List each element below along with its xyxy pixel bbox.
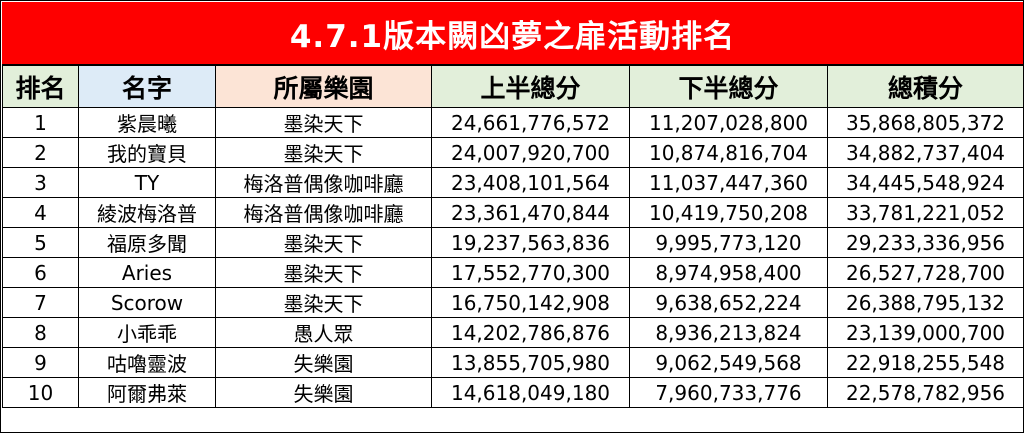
cell-second-half: 11,207,028,800 <box>629 107 828 138</box>
header-total: 總積分 <box>827 65 1024 108</box>
table-row: 9 咕嚕靈波 失樂園 13,855,705,980 9,062,549,568 … <box>2 347 1024 378</box>
cell-total: 22,578,782,956 <box>827 377 1024 408</box>
cell-second-half: 11,037,447,360 <box>629 167 828 198</box>
header-park: 所屬樂園 <box>215 65 432 108</box>
cell-park: 墨染天下 <box>215 287 432 318</box>
cell-park: 梅洛普偶像咖啡廳 <box>215 167 432 198</box>
cell-rank: 2 <box>2 137 79 168</box>
cell-first-half: 14,618,049,180 <box>431 377 630 408</box>
cell-first-half: 13,855,705,980 <box>431 347 630 378</box>
cell-second-half: 9,638,652,224 <box>629 287 828 318</box>
cell-total: 26,527,728,700 <box>827 257 1024 288</box>
cell-park: 墨染天下 <box>215 137 432 168</box>
cell-name: 小乖乖 <box>78 317 216 348</box>
cell-rank: 8 <box>2 317 79 348</box>
cell-park: 失樂園 <box>215 347 432 378</box>
cell-second-half: 9,062,549,568 <box>629 347 828 378</box>
table-row: 3 TY 梅洛普偶像咖啡廳 23,408,101,564 11,037,447,… <box>2 167 1024 198</box>
cell-rank: 3 <box>2 167 79 198</box>
cell-first-half: 24,661,776,572 <box>431 107 630 138</box>
table-row: 5 福原多聞 墨染天下 19,237,563,836 9,995,773,120… <box>2 227 1024 258</box>
table-row: 4 綾波梅洛普 梅洛普偶像咖啡廳 23,361,470,844 10,419,7… <box>2 197 1024 228</box>
cell-total: 29,233,336,956 <box>827 227 1024 258</box>
table-row: 2 我的寶貝 墨染天下 24,007,920,700 10,874,816,70… <box>2 137 1024 168</box>
cell-rank: 5 <box>2 227 79 258</box>
cell-rank: 10 <box>2 377 79 408</box>
cell-first-half: 16,750,142,908 <box>431 287 630 318</box>
table-row: 6 Aries 墨染天下 17,552,770,300 8,974,958,40… <box>2 257 1024 288</box>
cell-park: 梅洛普偶像咖啡廳 <box>215 197 432 228</box>
cell-total: 23,139,000,700 <box>827 317 1024 348</box>
cell-first-half: 23,361,470,844 <box>431 197 630 228</box>
cell-first-half: 14,202,786,876 <box>431 317 630 348</box>
cell-total: 22,918,255,548 <box>827 347 1024 378</box>
ranking-table: 排名 名字 所屬樂園 上半總分 下半總分 總積分 1 紫晨曦 墨染天下 24,6… <box>2 65 1024 408</box>
cell-name: 紫晨曦 <box>78 107 216 138</box>
cell-total: 34,882,737,404 <box>827 137 1024 168</box>
cell-rank: 6 <box>2 257 79 288</box>
cell-total: 33,781,221,052 <box>827 197 1024 228</box>
cell-park: 墨染天下 <box>215 107 432 138</box>
header-row: 排名 名字 所屬樂園 上半總分 下半總分 總積分 <box>2 65 1024 108</box>
cell-first-half: 24,007,920,700 <box>431 137 630 168</box>
cell-park: 愚人眾 <box>215 317 432 348</box>
cell-rank: 4 <box>2 197 79 228</box>
cell-first-half: 17,552,770,300 <box>431 257 630 288</box>
cell-total: 34,445,548,924 <box>827 167 1024 198</box>
cell-name: 阿爾弗萊 <box>78 377 216 408</box>
table-row: 7 Scorow 墨染天下 16,750,142,908 9,638,652,2… <box>2 287 1024 318</box>
cell-total: 26,388,795,132 <box>827 287 1024 318</box>
cell-second-half: 7,960,733,776 <box>629 377 828 408</box>
table-row: 1 紫晨曦 墨染天下 24,661,776,572 11,207,028,800… <box>2 107 1024 138</box>
sheet-title: 4.7.1版本闕凶夢之扉活動排名 <box>2 2 1023 65</box>
cell-name: 福原多聞 <box>78 227 216 258</box>
cell-second-half: 8,936,213,824 <box>629 317 828 348</box>
cell-park: 墨染天下 <box>215 227 432 258</box>
cell-name: TY <box>78 167 216 198</box>
cell-rank: 1 <box>2 107 79 138</box>
cell-second-half: 8,974,958,400 <box>629 257 828 288</box>
cell-first-half: 19,237,563,836 <box>431 227 630 258</box>
cell-park: 墨染天下 <box>215 257 432 288</box>
table-row: 8 小乖乖 愚人眾 14,202,786,876 8,936,213,824 2… <box>2 317 1024 348</box>
cell-total: 35,868,805,372 <box>827 107 1024 138</box>
cell-rank: 9 <box>2 347 79 378</box>
cell-name: 咕嚕靈波 <box>78 347 216 378</box>
cell-name: Scorow <box>78 287 216 318</box>
cell-name: 綾波梅洛普 <box>78 197 216 228</box>
cell-name: 我的寶貝 <box>78 137 216 168</box>
header-name: 名字 <box>78 65 216 108</box>
table-row: 10 阿爾弗萊 失樂園 14,618,049,180 7,960,733,776… <box>2 377 1024 408</box>
header-second-half: 下半總分 <box>629 65 828 108</box>
cell-first-half: 23,408,101,564 <box>431 167 630 198</box>
cell-second-half: 10,874,816,704 <box>629 137 828 168</box>
cell-name: Aries <box>78 257 216 288</box>
cell-rank: 7 <box>2 287 79 318</box>
header-rank: 排名 <box>2 65 79 108</box>
cell-second-half: 10,419,750,208 <box>629 197 828 228</box>
header-first-half: 上半總分 <box>431 65 630 108</box>
cell-park: 失樂園 <box>215 377 432 408</box>
cell-second-half: 9,995,773,120 <box>629 227 828 258</box>
